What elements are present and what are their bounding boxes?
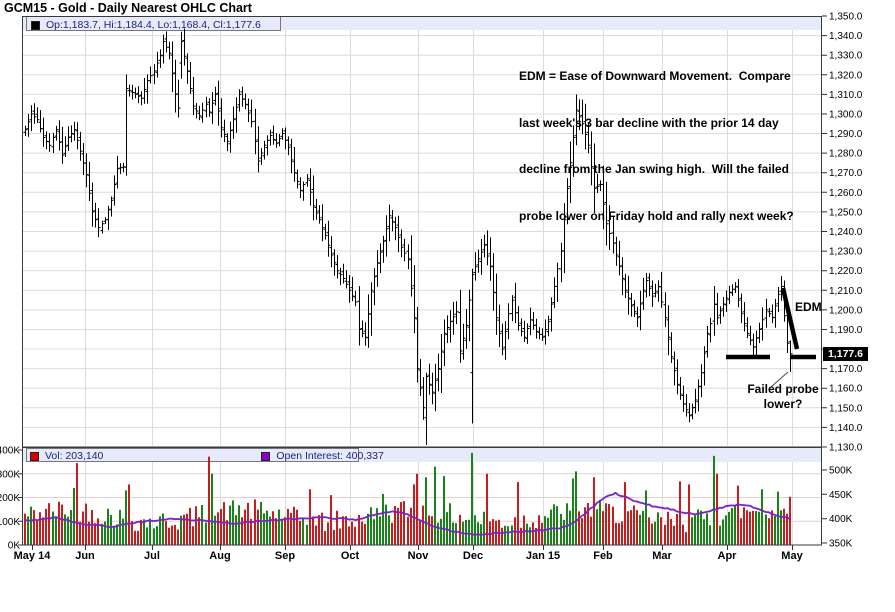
price-axis-label: 1,200.0 — [829, 305, 863, 316]
volume-axis-label: 300K — [0, 469, 20, 480]
price-axis-label: 1,140.0 — [829, 423, 863, 434]
month-label: Feb — [593, 550, 613, 562]
month-label: Apr — [718, 550, 738, 562]
oi-axis-label: 400K — [829, 514, 853, 525]
volume-swatch-icon — [30, 451, 39, 461]
volume-legend-text: Vol: 203,140 — [45, 450, 104, 462]
price-axis-label: 1,130.0 — [829, 443, 863, 454]
month-label: Jul — [144, 550, 160, 562]
price-series-swatch-icon — [31, 20, 40, 30]
open-interest-line — [24, 491, 791, 536]
price-axis-label: 1,170.0 — [829, 364, 863, 375]
price-axis-label: 1,330.0 — [829, 51, 863, 62]
open-interest-legend: Open Interest: 400,337 — [261, 450, 384, 462]
price-axis-label: 1,300.0 — [829, 109, 863, 120]
volume-legend-box — [26, 448, 359, 462]
annotation-line: last week's 3 bar decline with the prior… — [519, 115, 779, 130]
oi-axis-label: 450K — [829, 490, 853, 501]
month-label: Mar — [652, 550, 672, 562]
price-axis-label: 1,250.0 — [829, 207, 863, 218]
month-label: Oct — [341, 550, 360, 562]
price-axis-label: 1,210.0 — [829, 286, 863, 297]
month-gridlines — [85, 17, 793, 544]
failed-probe-label: Failed probe lower? — [740, 382, 826, 412]
open-interest-legend-text: Open Interest: 400,337 — [276, 450, 384, 462]
volume-legend: Vol: 203,140 Open Interest: 400,337 — [30, 450, 384, 462]
failed-probe-pointer — [770, 371, 789, 388]
price-axis-label: 1,310.0 — [829, 90, 863, 101]
volume-axis-label: 200K — [0, 493, 20, 504]
month-label: May 14 — [14, 550, 52, 562]
annotation-line: decline from the Jan swing high. Will th… — [519, 162, 789, 176]
price-axis-label: 1,190.0 — [829, 325, 863, 336]
oi-axis-label: 350K — [829, 539, 853, 550]
price-legend-text: Op:1,183.7, Hi:1,184.4, Lo:1,168.4, Cl:1… — [46, 19, 261, 31]
month-label: Aug — [209, 550, 230, 562]
ohlc-bars — [23, 28, 793, 445]
price-legend-strip — [23, 17, 821, 30]
volume-axis-label: 0K — [8, 541, 21, 552]
month-label: Jan 15 — [526, 550, 560, 562]
month-label: Dec — [463, 550, 483, 562]
price-axis-label: 1,240.0 — [829, 227, 863, 238]
failed-probe-line: Failed probe — [747, 382, 819, 396]
price-axis-label: 1,290.0 — [829, 129, 863, 140]
price-axis-label: 1,270.0 — [829, 168, 863, 179]
edm-line-label: EDM — [795, 300, 822, 314]
edm-trendline — [780, 287, 800, 350]
open-interest-swatch-icon — [261, 451, 271, 461]
price-axis-label: 1,340.0 — [829, 31, 863, 42]
price-axis-label: 1,160.0 — [829, 384, 863, 395]
volume-legend-strip — [23, 448, 821, 462]
edm-annotation: EDM = Ease of Downward Movement. Compare… — [519, 38, 794, 255]
price-legend: Op:1,183.7, Hi:1,184.4, Lo:1,168.4, Cl:1… — [31, 19, 261, 31]
annotation-line: probe lower on Friday hold and rally nex… — [519, 208, 794, 223]
oi-axis-label: 500K — [829, 466, 853, 477]
price-axis-label: 1,260.0 — [829, 188, 863, 199]
failed-probe-line: lower? — [763, 397, 803, 411]
price-axis-label: 1,150.0 — [829, 403, 863, 414]
volume-axis-label: 100K — [0, 517, 20, 528]
price-axis-label: 1,350.0 — [829, 12, 863, 23]
price-axis-label: 1,280.0 — [829, 149, 863, 160]
annotation-line: EDM = Ease of Downward Movement. Compare — [519, 69, 791, 83]
volume-bars-down — [24, 456, 791, 545]
volume-axis-label: 400K — [0, 446, 20, 457]
last-price-flag: 1,177.6 — [823, 347, 868, 361]
month-label: Nov — [408, 550, 430, 562]
price-axis-label: 1,220.0 — [829, 266, 863, 277]
price-axis-label: 1,320.0 — [829, 70, 863, 81]
month-label: Sep — [275, 550, 295, 562]
month-label: May — [781, 550, 803, 562]
month-label: Jun — [75, 550, 95, 562]
price-axis-label: 1,230.0 — [829, 247, 863, 258]
volume-panel-frame — [22, 447, 822, 546]
chart-title: GCM15 - Gold - Daily Nearest OHLC Chart — [4, 1, 252, 15]
